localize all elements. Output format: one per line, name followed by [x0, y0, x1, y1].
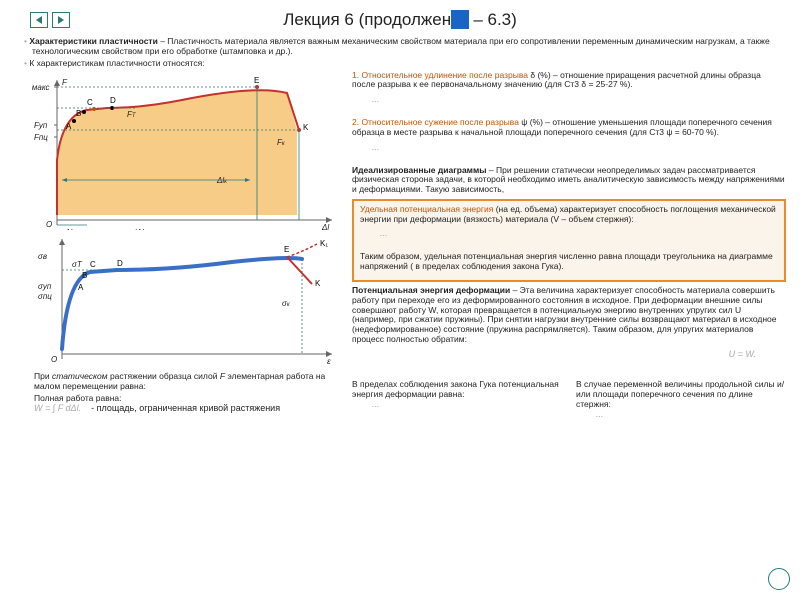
svg-text:K: K — [303, 123, 309, 132]
title-prefix: Лекция 6 ( — [283, 10, 364, 29]
svg-text:dΔl: dΔl — [132, 228, 144, 230]
svg-text:σв: σв — [38, 252, 47, 261]
svg-text:σк: σк — [282, 299, 291, 308]
formula-w: W = ∫ F dΔl. - площадь, ограниченная кри… — [14, 403, 344, 427]
svg-text:C: C — [87, 98, 93, 107]
svg-text:O: O — [46, 220, 52, 229]
chart-stress-strain: A B C D E K K₁ σпц σуп σT σв σк O ε — [32, 234, 342, 369]
svg-text:O: O — [51, 355, 57, 364]
svg-text:K₁: K₁ — [320, 239, 328, 248]
def-3: Идеализированные диаграммы – При решении… — [352, 166, 786, 195]
def1-head: 1. Относительное удлинение после разрыва — [352, 70, 528, 80]
svg-text:σT: σT — [72, 260, 83, 269]
formula-uw: U = W. — [352, 349, 786, 373]
def4-head: Потенциальная энергия деформации — [352, 285, 510, 295]
svg-text:Δl: Δl — [321, 223, 329, 230]
nav-prev-button[interactable] — [30, 12, 48, 28]
svg-text:Δl: Δl — [64, 228, 72, 230]
svg-text:ε: ε — [327, 357, 331, 366]
def3-head: Идеализированные диаграммы — [352, 165, 487, 175]
svg-text:σуп: σуп — [38, 282, 52, 291]
title-suffix: – 6.3) — [469, 10, 517, 29]
def4-body: – Эта величина характеризует способность… — [352, 285, 777, 344]
bottom-col-2: В пределах соблюдения закона Гука потенц… — [352, 379, 562, 434]
svg-text:B: B — [76, 109, 81, 118]
inset-energy: Удельная потенциальная энергия (на ед. о… — [352, 199, 786, 282]
svg-text:E: E — [284, 245, 289, 254]
title-word: продолжен — [364, 10, 451, 29]
inset-b2: Таким образом, удельная потенциальная эн… — [360, 252, 778, 272]
bullet-1: Характеристики пластичности – Пластичнос… — [24, 36, 786, 56]
page-title: Лекция 6 (продолжен – 6.3) — [14, 10, 786, 30]
svg-text:Fуп: Fуп — [34, 121, 48, 130]
svg-text:B: B — [82, 271, 87, 280]
svg-text:D: D — [117, 259, 123, 268]
chart-force-strain: A B C D E K — [32, 75, 342, 230]
svg-text:σпц: σпц — [38, 292, 52, 301]
def-2: 2. Относительное сужение после разрыва ψ… — [352, 118, 786, 138]
bottom-col-3: В случае переменной величины продольной … — [576, 379, 786, 434]
svg-text:Fмакс: Fмакс — [32, 83, 50, 92]
svg-text:A: A — [78, 283, 84, 292]
corner-nav-icon[interactable] — [768, 568, 790, 590]
def2-head: 2. Относительное сужение после разрыва — [352, 117, 519, 127]
svg-text:E: E — [254, 76, 259, 85]
svg-text:D: D — [110, 96, 116, 105]
note-full-work: Полная работа равна: — [34, 393, 344, 403]
formula-delta: ... — [352, 94, 786, 118]
svg-text:C: C — [90, 260, 96, 269]
def-4: Потенциальная энергия деформации – Эта в… — [352, 286, 786, 345]
b1-head: Характеристики пластичности — [29, 36, 157, 46]
svg-text:Fпц: Fпц — [34, 133, 48, 142]
svg-text:σ: σ — [87, 228, 93, 230]
formula-u: ... — [360, 228, 778, 252]
formula-psi: ... — [352, 142, 786, 166]
svg-text:K: K — [315, 279, 321, 288]
c1-y: F — [62, 78, 68, 87]
def-1: 1. Относительное удлинение после разрыва… — [352, 71, 786, 91]
nav-next-button[interactable] — [52, 12, 70, 28]
bullet-2: К характеристикам пластичности относятся… — [24, 58, 786, 68]
note-static: При статическом растяжении образца силой… — [34, 371, 344, 391]
inset-head: Удельная потенциальная энергия — [360, 204, 493, 214]
